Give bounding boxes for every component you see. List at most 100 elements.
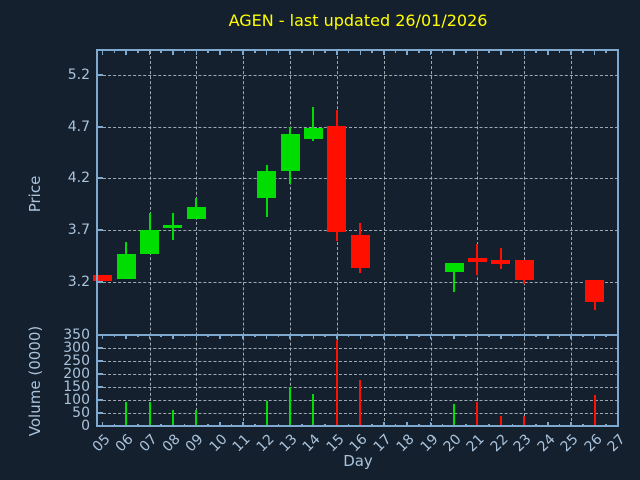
x-minor-tick [300,423,303,426]
price-tick [98,73,103,76]
volume-grid-line [98,348,618,349]
volume-bar-day-15 [335,340,338,426]
chart-title: AGEN - last updated 26/01/2026 [228,11,488,30]
candle-body-day-12 [257,171,277,198]
x-major-tick [148,51,151,55]
x-major-tick [406,51,408,55]
x-minor-tick [558,51,561,54]
x-major-tick [429,422,432,426]
volume-bar-day-06 [125,402,128,426]
volume-tick [98,360,103,362]
price-tick-label: 4.2 [67,170,90,187]
x-major-tick [570,51,572,55]
x-minor-tick [347,335,350,338]
x-major-tick [336,335,338,339]
volume-bar-day-16 [359,379,362,426]
x-minor-tick [605,423,608,426]
x-major-tick [570,422,572,426]
x-minor-tick [488,51,490,54]
price-tick [98,177,103,180]
volume-bar-day-22 [499,415,502,426]
left-spine [96,49,98,427]
x-minor-tick [277,51,280,54]
x-major-tick [546,335,549,339]
volume-tick [98,399,103,401]
x-major-tick [125,335,127,339]
x-minor-tick [464,335,467,338]
x-minor-tick [207,51,209,54]
candle-body-day-21 [467,257,487,262]
x-minor-tick [254,423,256,426]
day-grid-line [524,51,526,426]
volume-bar-day-07 [148,402,151,426]
volume-bar-day-09 [195,410,198,426]
x-major-tick [406,422,408,426]
x-minor-tick [441,423,444,426]
x-minor-tick [605,51,608,54]
x-minor-tick [371,51,373,54]
x-minor-tick [511,423,514,426]
candle-body-day-13 [280,133,300,172]
x-minor-tick [464,423,467,426]
x-minor-tick [418,423,420,426]
candle-wick-day-14 [312,106,315,142]
x-minor-tick [183,335,186,338]
x-minor-tick [558,423,561,426]
x-major-tick [359,335,362,339]
x-minor-tick [137,51,139,54]
volume-bar-day-26 [593,394,596,426]
x-major-tick [500,335,502,339]
x-minor-tick [300,51,303,54]
x-minor-tick [324,335,326,338]
x-minor-tick [230,423,233,426]
x-major-tick [172,335,174,339]
x-minor-tick [113,335,116,338]
candle-body-day-08 [163,224,183,229]
price-grid-line [98,74,618,76]
x-major-tick [265,335,268,339]
x-major-tick [101,335,104,339]
day-grid-line [571,51,573,426]
x-minor-tick [394,335,397,338]
volume-tick-label: 100 [63,392,90,408]
x-major-tick [523,51,526,55]
x-major-tick [546,422,549,426]
bottom-spine [96,425,619,427]
x-minor-tick [535,51,537,54]
x-major-tick [593,51,596,55]
x-minor-tick [230,335,233,338]
x-minor-tick [160,423,163,426]
x-major-tick [289,335,291,339]
price-tick-label: 3.2 [67,273,90,290]
x-major-tick [312,51,315,55]
x-major-tick [312,335,315,339]
x-major-tick [125,51,127,55]
x-minor-tick [113,51,116,54]
x-minor-tick [605,335,608,338]
x-minor-tick [324,51,326,54]
x-major-tick [148,335,151,339]
x-major-tick [359,51,362,55]
x-major-tick [101,51,104,55]
price-tick [98,125,103,128]
price-grid-line [98,281,618,283]
price-grid-line [98,178,618,180]
x-major-tick [476,335,479,339]
x-minor-tick [488,423,490,426]
x-major-tick [429,335,432,339]
volume-grid-line [98,374,618,375]
x-minor-tick [137,335,139,338]
volume-tick [98,386,103,388]
x-major-tick [219,335,221,339]
volume-tick-label: 0 [81,418,90,434]
x-major-tick [219,422,221,426]
x-minor-tick [230,51,233,54]
x-major-tick [453,51,455,55]
candle-wick-day-22 [499,247,502,270]
x-major-tick [289,51,291,55]
x-major-tick [429,51,432,55]
x-minor-tick [113,423,116,426]
x-major-tick [242,51,245,55]
x-minor-tick [347,423,350,426]
